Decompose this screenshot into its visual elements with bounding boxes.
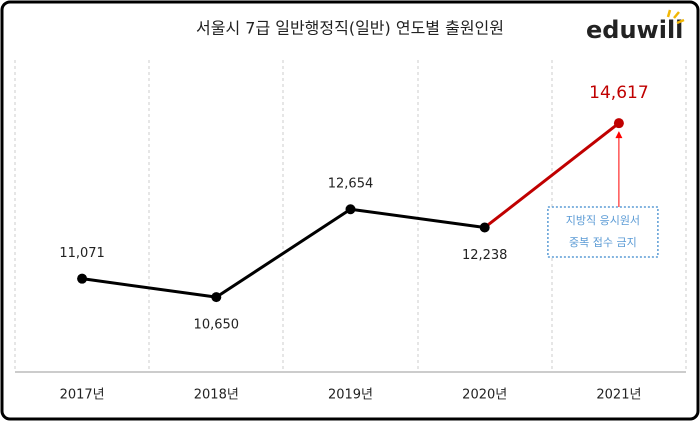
data-label: 11,071 [59,246,105,261]
line-segment [81,277,217,299]
line-segment [483,121,620,229]
x-tick-label: 2017년 [60,388,105,403]
data-label: 12,238 [462,248,508,263]
data-point [613,118,624,129]
logo-rays [666,9,685,25]
x-tick-label: 2020년 [462,388,507,403]
data-point [211,292,222,303]
data-point [479,222,490,233]
data-label: 12,654 [328,177,374,192]
x-tick-label: 2021년 [596,388,641,403]
line-segment [215,207,352,299]
annotation-text: 지방직 응시원서 [566,214,640,227]
annotation-box [547,206,659,258]
data-label: 10,650 [194,318,240,333]
annotation-text: 중복 접수 금지 [569,236,637,249]
data-label: 14,617 [589,83,648,103]
line-segment [350,207,485,229]
data-point [77,273,88,284]
data-point [345,204,356,215]
chart-title: 서울시 7급 일반행정직(일반) 연도별 출원인원 [196,19,504,38]
arrow-head [615,131,623,139]
x-tick-label: 2018년 [194,388,239,403]
brand-logo: eduwill [586,16,683,44]
x-tick-label: 2019년 [328,388,373,403]
